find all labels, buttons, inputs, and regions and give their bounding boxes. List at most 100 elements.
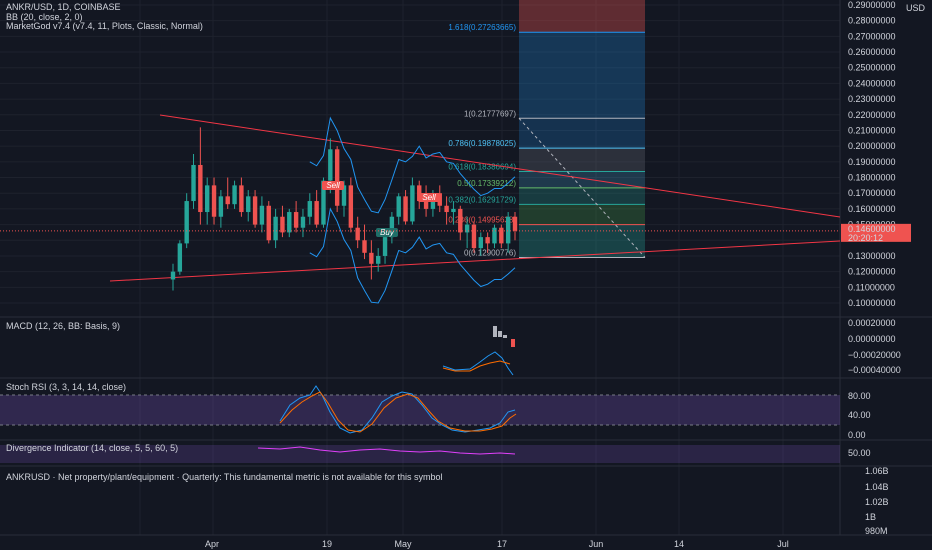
price-tick-label: 0.25000000	[848, 63, 896, 73]
signal-buy-label: Buy	[380, 228, 395, 237]
candle-body	[177, 243, 183, 272]
candle-body	[341, 185, 347, 206]
candle-body	[355, 227, 360, 241]
current-price-label: 0.14600000	[848, 224, 896, 234]
candle-body	[211, 185, 217, 217]
candle-body	[478, 237, 483, 249]
fib-zone	[519, 224, 645, 258]
candle-body	[389, 216, 395, 238]
bb-indicator-label[interactable]: BB (20, close, 2, 0)	[6, 12, 83, 22]
fib-diagonal	[518, 117, 646, 258]
fib-level-label: 1(0.21777697)	[464, 109, 516, 118]
upper-trendline	[159, 114, 841, 218]
candle-body	[184, 201, 189, 244]
candle-body	[225, 196, 230, 205]
fundamental-tick-label: 1.02B	[865, 497, 889, 507]
bb-upper-band	[309, 116, 516, 214]
lower-trendline	[109, 240, 841, 282]
fundamental-tick-label: 980M	[865, 526, 888, 536]
price-tick-label: 0.24000000	[848, 78, 896, 88]
candle-body	[170, 271, 176, 280]
price-tick-label: 0.11000000	[848, 282, 895, 292]
macd-histogram-bar	[503, 335, 507, 338]
fib-extension-zone	[519, 0, 645, 33]
candle-body	[458, 208, 463, 233]
price-tick-label: 0.12000000	[848, 267, 896, 277]
macd-tick-label: 0.00020000	[848, 318, 896, 328]
candle-body	[328, 149, 333, 181]
price-tick-label: 0.20000000	[848, 141, 896, 151]
bb-lower-band	[309, 207, 516, 304]
candle-body	[307, 201, 312, 217]
stoch-tick-label: 0.00	[848, 430, 866, 440]
fib-level-label: 0(0.12900776)	[464, 249, 516, 258]
divergence-line	[257, 446, 516, 455]
price-tick-label: 0.17000000	[848, 188, 896, 198]
stoch-rsi-title[interactable]: Stoch RSI (3, 3, 14, 14, close)	[6, 382, 127, 392]
candle-body	[334, 149, 340, 206]
stoch-d-line	[279, 391, 517, 433]
candle-body	[218, 196, 224, 217]
x-axis-label: Jul	[777, 539, 789, 549]
macd-line	[442, 351, 514, 376]
signal-sell-label: Sell	[422, 193, 436, 202]
candle-body	[205, 185, 210, 213]
macd-signal-line	[442, 360, 511, 372]
fib-zone	[519, 118, 645, 149]
candle-body	[191, 164, 196, 202]
x-axis-label: 14	[674, 539, 684, 549]
candle-body	[444, 205, 449, 213]
price-tick-label: 0.18000000	[848, 173, 896, 183]
macd-tick-label: −0.00020000	[848, 350, 901, 360]
candle-body	[246, 196, 251, 213]
macd-title[interactable]: MACD (12, 26, BB: Basis, 9)	[6, 321, 121, 331]
currency-label[interactable]: USD	[906, 3, 926, 13]
price-tick-label: 0.29000000	[848, 0, 896, 10]
price-tick-label: 0.26000000	[848, 47, 896, 57]
divergence-title[interactable]: Divergence Indicator (14, close, 5, 5, 6…	[6, 443, 179, 453]
fib-level-label: 0.618(0.18386694)	[448, 162, 516, 171]
fundamental-tick-label: 1.06B	[865, 466, 889, 476]
candle-body	[300, 216, 306, 228]
fundamental-title[interactable]: ANKRUSD · Net property/plant/equipment ·…	[6, 472, 443, 482]
x-axis-label: May	[394, 539, 412, 549]
signal-buy-badge	[376, 228, 398, 237]
candle-body	[280, 216, 285, 233]
candle-body	[464, 224, 470, 233]
candle-body	[485, 237, 490, 244]
candle-body	[266, 205, 271, 241]
price-tick-label: 0.23000000	[848, 94, 896, 104]
macd-tick-label: 0.00000000	[848, 334, 896, 344]
candle-body	[362, 240, 367, 253]
countdown-label: 20:20:12	[848, 233, 883, 243]
stoch-band	[0, 395, 840, 425]
candle-body	[471, 224, 477, 249]
marketgod-indicator-label[interactable]: MarketGod v7.4 (v7.4, 11, Plots, Classic…	[6, 21, 203, 31]
fib-zone	[519, 171, 645, 188]
fundamental-tick-label: 1.04B	[865, 482, 889, 492]
fib-level-label: 0.382(0.16291729)	[448, 195, 516, 204]
candle-body	[348, 185, 354, 228]
candle-body	[321, 180, 326, 225]
candle-body	[451, 208, 456, 213]
fib-zone	[519, 204, 645, 225]
candle-body	[492, 227, 497, 244]
candle-body	[369, 252, 374, 264]
divergence-tick-label: 50.00	[848, 448, 871, 458]
x-axis-label: Jun	[589, 539, 604, 549]
macd-histogram-bar	[498, 331, 502, 337]
stoch-tick-label: 80.00	[848, 391, 871, 401]
stoch-tick-label: 40.00	[848, 410, 871, 420]
price-tick-label: 0.13000000	[848, 251, 896, 261]
candle-body	[423, 201, 429, 209]
fib-level-label: 0.236(0.14995638)	[448, 216, 516, 225]
price-tick-label: 0.21000000	[848, 125, 896, 135]
current-price-badge	[841, 223, 911, 242]
candle-body	[252, 196, 258, 225]
fib-level-label: 0.5(0.17339212)	[457, 179, 516, 188]
divergence-band	[0, 445, 840, 463]
candle-body	[499, 227, 504, 244]
fib-zone	[519, 187, 645, 205]
signal-sell-badge	[322, 181, 344, 190]
